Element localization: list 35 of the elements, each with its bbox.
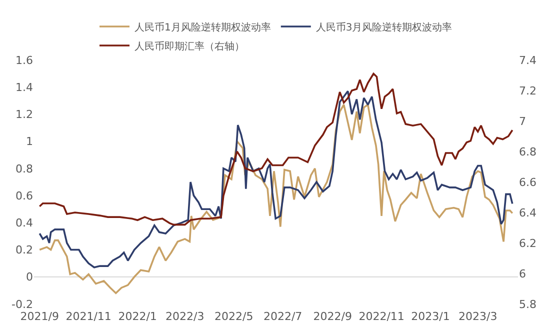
legend-label: 人民币即期汇率（右轴） [134, 40, 244, 52]
x-tick-label: 2023/1 [411, 310, 450, 323]
x-tick-label: 2021/11 [66, 310, 112, 323]
y-tick-label: 0.8 [16, 162, 33, 176]
x-tick-label: 2022/9 [313, 310, 352, 323]
y2-tick-label: 5.8 [519, 298, 536, 311]
line-series [38, 72, 514, 226]
x-tick-label: 2022/1 [118, 310, 157, 323]
y2-tick-label: 6.8 [519, 145, 536, 158]
line-series [38, 104, 514, 294]
legend-label: 人民币3月风险逆转期权波动率 [316, 21, 452, 34]
y-tick-label: 0 [26, 270, 33, 284]
y2-tick-label: 6.4 [519, 206, 536, 220]
y-tick-label: -0.2 [12, 298, 33, 311]
y-tick-label: 0.6 [16, 189, 33, 202]
x-tick-label: 2023/3 [458, 310, 498, 323]
y2-tick-label: 7 [519, 114, 526, 128]
y-tick-label: 1.6 [16, 54, 33, 67]
y-tick-label: 0.2 [16, 244, 33, 257]
y2-tick-label: 7.4 [519, 54, 536, 67]
y2-tick-label: 6.2 [519, 236, 536, 250]
line-series [38, 90, 514, 268]
x-tick-label: 2021/9 [20, 310, 59, 323]
y-tick-label: 0.4 [16, 216, 33, 230]
x-tick-label: 2022/11 [358, 310, 404, 323]
x-tick-label: 2022/5 [214, 310, 254, 323]
y2-tick-label: 7.2 [519, 84, 536, 98]
y-tick-label: 1.2 [16, 108, 33, 122]
y2-tick-label: 6 [519, 267, 526, 280]
y-tick-label: 1.4 [16, 80, 33, 94]
legend-label: 人民币1月风险逆转期权波动率 [134, 21, 271, 34]
y-tick-label: 1 [26, 135, 33, 148]
x-tick-label: 2022/7 [263, 310, 302, 323]
x-tick-label: 2022/3 [166, 310, 204, 323]
y2-tick-label: 6.6 [519, 176, 536, 189]
